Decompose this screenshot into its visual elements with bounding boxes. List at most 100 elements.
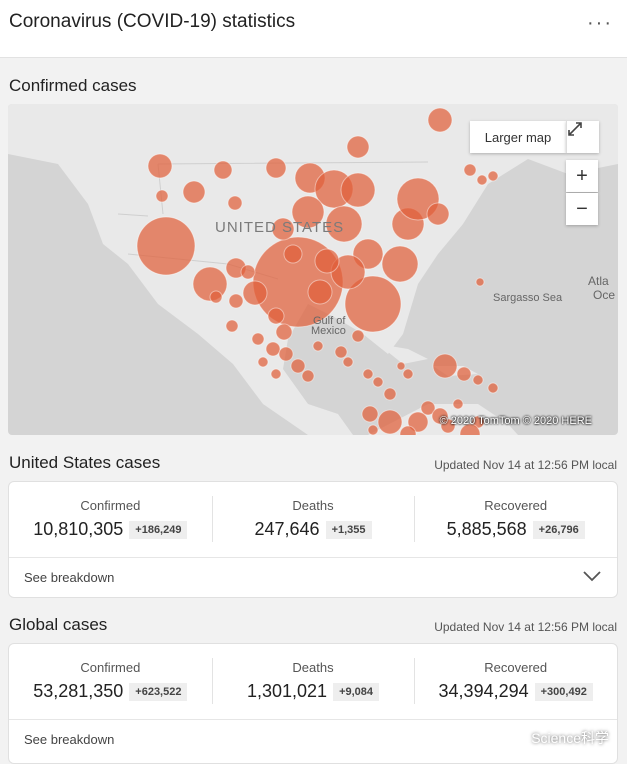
larger-map-button[interactable]: Larger map bbox=[470, 121, 566, 153]
case-bubble bbox=[487, 382, 499, 394]
case-bubble bbox=[314, 248, 340, 274]
case-bubble bbox=[342, 356, 354, 368]
more-options-icon[interactable]: ··· bbox=[587, 12, 613, 34]
wechat-icon bbox=[505, 730, 527, 746]
header-bar: Coronavirus (COVID-19) statistics ··· bbox=[0, 0, 627, 58]
case-bubble bbox=[340, 172, 376, 208]
case-bubble bbox=[361, 405, 379, 423]
case-bubble bbox=[251, 332, 265, 346]
expand-arrows-icon bbox=[568, 122, 582, 136]
ocean-label-line2: Oce bbox=[593, 288, 616, 302]
case-bubble bbox=[271, 217, 295, 241]
stat-delta: +623,522 bbox=[129, 682, 188, 701]
case-bubble bbox=[257, 356, 269, 368]
us-deaths-stat: Deaths 247,646 +1,355 bbox=[211, 482, 415, 557]
case-bubble bbox=[312, 340, 324, 352]
case-bubble bbox=[334, 345, 348, 359]
global-stats-row: Confirmed 53,281,350 +623,522 Deaths 1,30… bbox=[9, 644, 617, 719]
global-confirmed-stat: Confirmed 53,281,350 +623,522 bbox=[9, 644, 212, 719]
case-bubble bbox=[240, 264, 256, 280]
case-bubble bbox=[344, 275, 402, 333]
global-recovered-stat: Recovered 34,394,294 +300,492 bbox=[414, 644, 617, 719]
case-bubble bbox=[362, 368, 374, 380]
global-see-breakdown-button[interactable]: See breakdown bbox=[9, 719, 617, 760]
zoom-out-button[interactable]: − bbox=[566, 193, 598, 225]
us-updated-time: Updated Nov 14 at 12:56 PM local bbox=[434, 458, 617, 472]
case-bubble bbox=[426, 202, 450, 226]
confirmed-cases-title: Confirmed cases bbox=[9, 76, 137, 95]
case-bubble bbox=[475, 277, 485, 287]
case-bubble bbox=[227, 195, 243, 211]
stat-delta: +300,492 bbox=[534, 682, 593, 701]
case-bubble bbox=[155, 189, 169, 203]
us-stats-row: Confirmed 10,810,305 +186,249 Deaths 247,… bbox=[9, 482, 617, 557]
stat-value: 247,646 bbox=[254, 519, 320, 539]
stat-value: 34,394,294 bbox=[438, 681, 529, 701]
case-bubble bbox=[225, 319, 239, 333]
case-bubble bbox=[182, 180, 206, 204]
case-bubble bbox=[213, 160, 233, 180]
stat-value: 5,885,568 bbox=[446, 519, 527, 539]
country-label: UNITED STATES bbox=[215, 219, 345, 236]
zoom-in-button[interactable]: + bbox=[566, 160, 598, 192]
case-bubble bbox=[267, 307, 285, 325]
case-bubble bbox=[399, 425, 417, 435]
global-updated-time: Updated Nov 14 at 12:56 PM local bbox=[434, 620, 617, 634]
case-bubble bbox=[242, 280, 268, 306]
stat-label: Confirmed bbox=[80, 660, 141, 675]
case-bubble bbox=[383, 387, 397, 401]
case-bubble bbox=[440, 418, 456, 434]
case-bubble bbox=[346, 135, 370, 159]
case-bubble bbox=[456, 366, 472, 382]
us-stats-card: Confirmed 10,810,305 +186,249 Deaths 247,… bbox=[8, 481, 618, 598]
case-bubble bbox=[290, 358, 306, 374]
sea-label: Sargasso Sea bbox=[493, 292, 563, 304]
case-bubble bbox=[351, 329, 365, 343]
us-confirmed-stat: Confirmed 10,810,305 +186,249 bbox=[9, 482, 212, 557]
expand-icon[interactable] bbox=[566, 121, 599, 153]
case-bubble bbox=[459, 423, 481, 435]
stat-delta: +186,249 bbox=[129, 520, 188, 539]
stat-value: 1,301,021 bbox=[246, 681, 328, 701]
map-canvas bbox=[8, 104, 618, 435]
case-bubble bbox=[367, 424, 379, 435]
stat-label: Deaths bbox=[292, 498, 334, 513]
case-bubble bbox=[402, 368, 414, 380]
case-bubble bbox=[265, 157, 287, 179]
case-bubble bbox=[291, 195, 325, 229]
stat-delta: +26,796 bbox=[532, 520, 585, 539]
border-lines bbox=[117, 161, 429, 280]
stat-label: Deaths bbox=[292, 660, 334, 675]
global-deaths-stat: Deaths 1,301,021 +9,084 bbox=[211, 644, 415, 719]
case-bubble bbox=[420, 400, 436, 416]
case-bubble bbox=[147, 153, 173, 179]
case-bubble bbox=[432, 353, 458, 379]
case-bubble bbox=[452, 398, 464, 410]
stat-delta: +9,084 bbox=[333, 682, 380, 701]
case-bubble bbox=[265, 341, 281, 357]
case-bubble bbox=[270, 368, 282, 380]
breakdown-label: See breakdown bbox=[24, 570, 115, 585]
case-bubble bbox=[396, 361, 406, 371]
watermark: Science科学 bbox=[505, 728, 609, 748]
case-bubble bbox=[301, 369, 315, 383]
gulf-label-line1: Gulf of bbox=[313, 315, 346, 327]
case-bubble bbox=[487, 170, 499, 182]
watermark-text: Science科学 bbox=[531, 730, 609, 746]
us-recovered-stat: Recovered 5,885,568 +26,796 bbox=[414, 482, 617, 557]
case-bubble bbox=[283, 244, 303, 264]
case-bubble bbox=[407, 411, 429, 433]
case-bubble bbox=[325, 205, 363, 243]
page-title: Coronavirus (COVID-19) statistics bbox=[9, 11, 296, 32]
stat-label: Recovered bbox=[484, 498, 548, 513]
us-see-breakdown-button[interactable]: See breakdown bbox=[9, 557, 617, 598]
case-bubble bbox=[136, 216, 196, 276]
case-bubble bbox=[377, 409, 403, 435]
case-bubble bbox=[427, 107, 453, 133]
stat-label: Confirmed bbox=[80, 498, 141, 513]
us-cases-title: United States cases bbox=[9, 453, 161, 472]
cases-map[interactable]: UNITED STATES Sargasso Sea Gulf of Mexic… bbox=[8, 104, 618, 435]
case-bubble bbox=[381, 245, 419, 283]
stat-value: 53,281,350 bbox=[33, 681, 124, 701]
case-bubble bbox=[275, 323, 293, 341]
